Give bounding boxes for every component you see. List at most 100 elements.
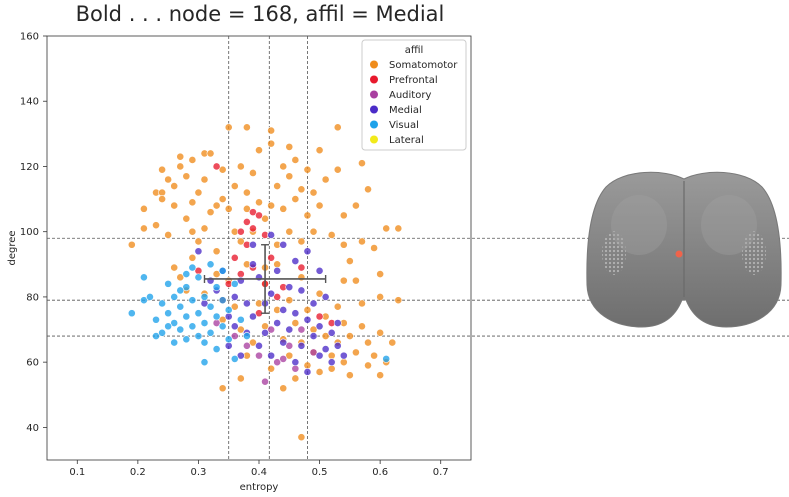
data-point-somatomotor xyxy=(291,156,300,164)
y-tick-label: 140 xyxy=(20,97,39,108)
y-tick-label: 120 xyxy=(20,162,39,173)
data-point-prefrontal xyxy=(212,162,221,171)
data-point-somatomotor xyxy=(339,240,348,249)
data-point-somatomotor xyxy=(364,338,372,347)
data-point-somatomotor xyxy=(170,263,179,272)
x-tick-label: 0.7 xyxy=(433,467,449,478)
legend-marker xyxy=(370,120,378,129)
y-tick-label: 80 xyxy=(26,292,39,303)
data-point-somatomotor xyxy=(255,198,263,207)
legend-marker xyxy=(370,75,378,84)
data-point-visual xyxy=(152,332,160,340)
right-shade xyxy=(701,195,757,255)
data-point-medial xyxy=(309,299,318,308)
highlighted-node xyxy=(675,250,683,258)
data-point-visual xyxy=(194,332,203,340)
data-point-visual xyxy=(206,302,215,311)
legend-label: Auditory xyxy=(389,90,431,101)
y-tick-label: 100 xyxy=(20,227,39,238)
data-point-somatomotor xyxy=(376,270,385,278)
data-point-somatomotor xyxy=(267,364,276,373)
data-point-medial xyxy=(255,273,263,282)
data-point-medial xyxy=(194,247,203,256)
data-point-visual xyxy=(182,270,191,278)
data-point-somatomotor xyxy=(327,351,336,360)
data-point-somatomotor xyxy=(333,123,342,132)
data-point-somatomotor xyxy=(303,361,312,370)
data-point-somatomotor xyxy=(206,208,215,217)
data-point-medial xyxy=(303,315,312,324)
data-point-visual xyxy=(200,293,209,301)
data-point-somatomotor xyxy=(267,139,276,148)
data-point-somatomotor xyxy=(279,384,288,393)
data-point-medial xyxy=(297,341,306,350)
data-point-visual xyxy=(158,328,166,337)
data-point-somatomotor xyxy=(358,159,366,168)
data-point-medial xyxy=(224,341,233,350)
data-point-medial xyxy=(333,319,342,327)
data-point-somatomotor xyxy=(212,270,221,278)
data-point-somatomotor xyxy=(285,172,294,181)
data-point-somatomotor xyxy=(230,302,239,311)
data-point-medial xyxy=(303,247,312,256)
y-tick-label: 160 xyxy=(20,32,39,43)
data-point-prefrontal xyxy=(273,293,282,301)
data-point-somatomotor xyxy=(364,185,372,194)
data-point-somatomotor xyxy=(188,156,197,164)
data-point-visual xyxy=(194,309,203,318)
right-lateral-pattern xyxy=(742,231,766,275)
data-point-somatomotor xyxy=(212,201,221,210)
data-point-medial xyxy=(327,328,336,337)
data-point-somatomotor xyxy=(370,244,378,252)
data-point-prefrontal xyxy=(267,253,276,262)
data-point-somatomotor xyxy=(170,182,179,190)
x-tick-label: 0.5 xyxy=(312,467,328,478)
data-point-somatomotor xyxy=(394,296,403,305)
data-point-somatomotor xyxy=(285,142,294,151)
data-point-prefrontal xyxy=(236,270,245,278)
data-point-medial xyxy=(249,260,257,269)
legend-box xyxy=(361,39,467,151)
data-point-auditory xyxy=(297,325,306,334)
data-point-somatomotor xyxy=(291,319,300,327)
data-point-medial xyxy=(333,341,342,350)
data-point-visual xyxy=(176,302,185,311)
data-point-medial xyxy=(291,358,300,367)
data-point-somatomotor xyxy=(249,338,257,347)
y-tick-label: 60 xyxy=(26,358,39,369)
data-point-prefrontal xyxy=(255,211,263,220)
data-point-somatomotor xyxy=(345,332,354,340)
data-point-visual xyxy=(176,325,185,334)
data-point-somatomotor xyxy=(230,182,239,190)
data-point-visual xyxy=(194,273,203,282)
data-point-visual xyxy=(200,358,209,367)
legend-marker xyxy=(370,60,378,69)
data-point-medial xyxy=(249,312,257,321)
data-point-somatomotor xyxy=(224,123,233,132)
data-point-auditory xyxy=(255,351,263,360)
data-point-visual xyxy=(230,354,239,363)
data-point-somatomotor xyxy=(309,227,318,236)
data-point-somatomotor xyxy=(327,364,336,373)
data-point-somatomotor xyxy=(182,172,191,181)
data-point-medial xyxy=(267,231,276,239)
data-point-somatomotor xyxy=(382,224,391,233)
data-point-medial xyxy=(230,293,239,301)
data-point-visual xyxy=(224,306,233,314)
data-point-visual xyxy=(206,328,215,337)
brain-map xyxy=(586,171,782,328)
data-point-somatomotor xyxy=(273,260,282,269)
data-point-somatomotor xyxy=(279,204,288,213)
data-point-visual xyxy=(182,283,191,292)
data-point-medial xyxy=(261,328,269,337)
data-point-somatomotor xyxy=(236,374,245,383)
x-tick-label: 0.2 xyxy=(130,467,146,478)
data-point-auditory xyxy=(267,325,276,334)
data-point-somatomotor xyxy=(303,165,312,174)
data-point-auditory xyxy=(291,364,300,373)
data-point-somatomotor xyxy=(297,433,306,442)
data-point-visual xyxy=(200,319,209,327)
data-point-somatomotor xyxy=(140,204,148,213)
data-point-medial xyxy=(267,289,276,298)
